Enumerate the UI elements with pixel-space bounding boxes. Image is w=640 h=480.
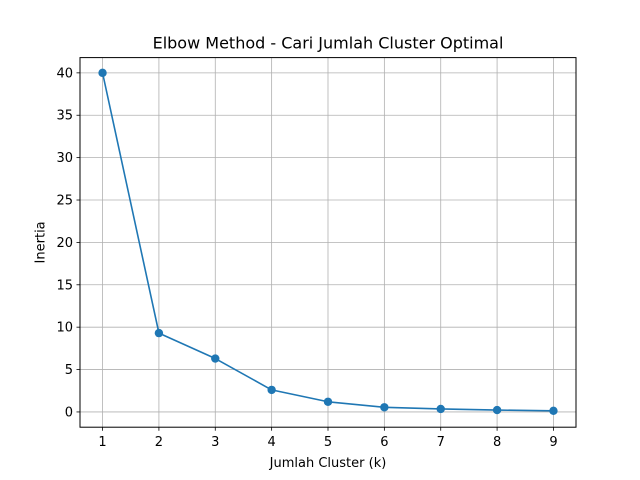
- y-tick-label: 35: [56, 109, 73, 124]
- y-tick-label: 10: [56, 321, 73, 336]
- x-axis-label: Jumlah Cluster (k): [269, 456, 387, 471]
- y-tick-label: 5: [65, 363, 73, 378]
- x-tick-label: 7: [437, 435, 445, 450]
- y-tick-label: 25: [56, 194, 73, 209]
- data-point: [267, 385, 276, 395]
- data-point: [380, 403, 389, 412]
- grid: [80, 57, 576, 428]
- data-point: [154, 328, 164, 338]
- data-point: [436, 404, 445, 414]
- x-tick-label: 3: [211, 435, 219, 450]
- y-tick-label: 20: [56, 236, 73, 251]
- y-axis-label: Inertia: [34, 221, 49, 263]
- x-tick-label: 1: [98, 435, 106, 450]
- y-tick-label: 40: [56, 66, 73, 81]
- y-tick-label: 15: [56, 278, 73, 293]
- y-tick-label: 30: [56, 151, 73, 166]
- data-point: [211, 354, 220, 363]
- x-tick-label: 5: [324, 435, 332, 450]
- series: [98, 68, 558, 416]
- x-tick-label: 6: [380, 435, 388, 450]
- x-tick-label: 8: [493, 435, 501, 450]
- data-point: [549, 406, 558, 416]
- x-tick-label: 2: [155, 435, 163, 450]
- data-point: [323, 397, 333, 406]
- data-point: [492, 405, 502, 415]
- x-tick-label: 9: [549, 435, 557, 450]
- x-tick-label: 4: [267, 435, 275, 450]
- ticks: 1 2 3 4 5 6 7 8 9 0 5 10 15 20 25 30 35 40: [56, 66, 557, 450]
- y-tick-label: 0: [65, 405, 73, 420]
- chart-title: Elbow Method - Cari Jumlah Cluster Optim…: [153, 34, 504, 53]
- data-point: [98, 68, 107, 78]
